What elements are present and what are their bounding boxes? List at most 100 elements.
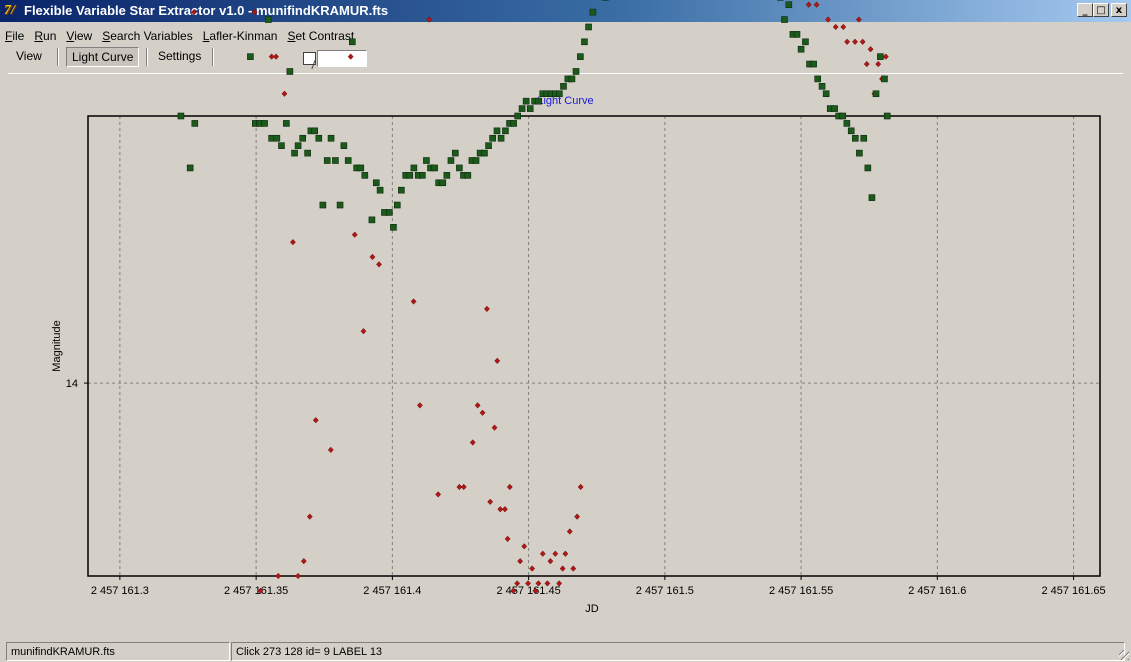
red-diamond-point — [435, 491, 442, 498]
y-tick-labels: 1415 — [66, 378, 78, 390]
red-diamond-point — [514, 580, 521, 587]
green-square-point — [372, 179, 380, 187]
toolbar-separator — [212, 48, 214, 66]
green-square-point — [589, 8, 597, 16]
red-diamond-point — [574, 513, 581, 520]
green-square-point — [556, 90, 563, 98]
green-square-point — [872, 90, 880, 98]
close-button[interactable]: x — [1111, 3, 1127, 17]
green-square-point — [283, 120, 290, 127]
green-square-point — [323, 157, 331, 164]
menu-set-contrast[interactable]: Set Contrast — [287, 29, 355, 43]
red-diamond-point — [312, 417, 319, 424]
green-square-point — [493, 127, 501, 135]
menu-search-variables[interactable]: Search Variables — [102, 29, 193, 43]
green-square-point — [191, 120, 199, 127]
red-diamond-point — [360, 327, 367, 335]
red-diamond-point — [497, 506, 504, 513]
green-square-point — [278, 142, 285, 149]
green-square-point — [489, 134, 496, 142]
red-diamond-point — [532, 587, 539, 595]
green-square-point — [472, 157, 480, 164]
red-diamond-point — [456, 483, 463, 491]
light-curve-chart[interactable]: 2 457 161.3 2 457 161.35 2 457 161.4 2 457 … — [0, 0, 1131, 640]
red-diamond-point — [487, 498, 494, 505]
green-square-point — [856, 149, 863, 157]
red-diamond-point — [882, 53, 889, 60]
red-diamond-point — [510, 587, 517, 595]
green-square-point — [568, 75, 576, 83]
green-square-point — [577, 53, 584, 60]
red-diamond-point — [460, 483, 467, 491]
green-square-point — [831, 105, 838, 112]
green-square-point — [390, 223, 397, 231]
toolbar-separator — [146, 48, 148, 66]
x-tick-label: 2 457 161.6 — [908, 585, 966, 597]
red-diamond-point — [479, 409, 486, 416]
x-tick-label: 2 457 161.55 — [769, 585, 833, 597]
green-square-point — [265, 16, 272, 23]
x-tick-label: 2 457 161.3 — [91, 585, 149, 597]
minimize-button[interactable]: _ — [1077, 3, 1093, 17]
red-diamond-point — [351, 231, 358, 238]
red-diamond-point — [426, 16, 433, 23]
green-square-point — [810, 60, 817, 68]
red-diamond-point — [268, 53, 275, 60]
x-tick-label: 2 457 161.35 — [224, 585, 288, 597]
red-diamond-point — [327, 446, 334, 454]
green-square-point — [419, 172, 426, 179]
green-square-point — [294, 142, 302, 149]
green-square-point — [560, 83, 567, 90]
menu-file[interactable]: File — [5, 29, 25, 43]
toolbar-view-label[interactable]: View — [16, 49, 42, 63]
green-square-point — [247, 53, 254, 60]
green-square-point — [802, 38, 809, 46]
green-square-point — [261, 120, 268, 127]
red-diamond-point — [504, 535, 511, 543]
green-square-point — [361, 172, 369, 179]
red-diamond-point — [844, 38, 851, 45]
chart-panel — [8, 73, 1123, 634]
x-tick-label: 2 457 161.65 — [1041, 585, 1105, 597]
red-diamond-point — [257, 587, 264, 595]
app-icon[interactable]: 7/ — [4, 3, 15, 18]
green-square-point — [447, 157, 455, 164]
green-square-point — [423, 157, 430, 164]
green-square-point — [304, 149, 311, 157]
window-title: Flexible Variable Star Extractor v1.0 - … — [24, 3, 389, 18]
red-diamond-point — [474, 402, 481, 409]
red-diamond-point — [566, 528, 573, 535]
green-square-point — [186, 164, 194, 172]
resize-grip[interactable] — [1119, 650, 1129, 660]
green-square-point — [522, 97, 530, 105]
tab-light-curve[interactable]: Light Curve — [66, 47, 140, 67]
data-points — [177, 0, 891, 595]
maximize-button[interactable]: □ — [1093, 3, 1109, 17]
green-square-point — [860, 134, 868, 142]
menu-view[interactable]: View — [66, 29, 93, 43]
green-square-point — [464, 172, 472, 179]
green-square-point — [286, 68, 294, 75]
contrast-checkbox[interactable] — [303, 52, 316, 65]
menu-run[interactable]: Run — [34, 29, 57, 43]
red-diamond-point — [556, 580, 563, 587]
green-square-point — [410, 164, 418, 172]
window-controls: _ □ x — [1077, 3, 1127, 17]
x-tick-label: 2 457 161.5 — [636, 585, 694, 597]
green-square-point — [340, 142, 348, 149]
green-square-point — [177, 112, 185, 120]
red-diamond-point — [506, 483, 513, 491]
menu-lafler-kinman[interactable]: Lafler-Kinman — [202, 29, 278, 43]
green-square-point — [883, 112, 891, 120]
chart-title: Light Curve — [537, 95, 594, 107]
x-tick-labels: 2 457 161.3 2 457 161.35 2 457 161.4 2 457 … — [91, 585, 1106, 597]
red-diamond-point — [416, 402, 423, 409]
tab-settings[interactable]: Settings — [158, 49, 202, 63]
green-square-point — [843, 120, 851, 127]
toolbar: View Light Curve Settings — [0, 46, 1131, 68]
contrast-slider[interactable] — [317, 50, 367, 67]
red-diamond-point — [859, 38, 866, 45]
green-square-point — [839, 112, 847, 120]
red-diamond-point — [562, 550, 569, 557]
green-square-point — [881, 75, 888, 83]
